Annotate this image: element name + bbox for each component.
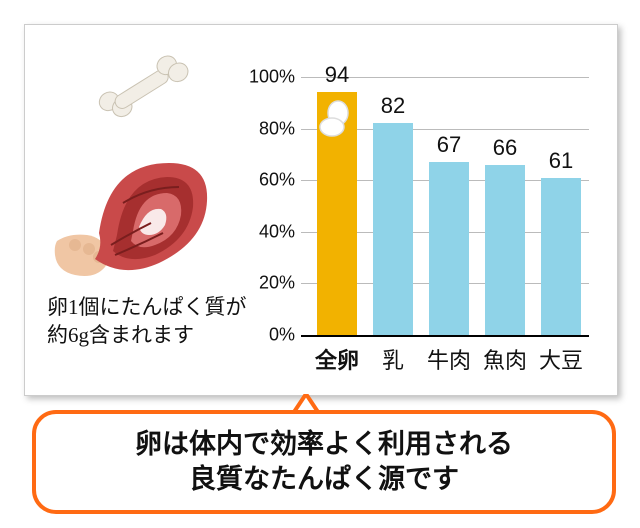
callout-text: 卵は体内で効率よく利用される良質なたんぱく源です (135, 427, 513, 497)
chart-plot-area: 0%20%40%60%80%100%94全卵82乳67牛肉66魚肉61大豆 (301, 77, 589, 337)
protein-bar-chart: 0%20%40%60%80%100%94全卵82乳67牛肉66魚肉61大豆 (245, 55, 601, 375)
muscle-bone-illustration (39, 39, 249, 289)
bar-category-label: 乳 (382, 343, 404, 375)
y-tick-label: 40% (259, 221, 295, 242)
egg-icon (317, 100, 357, 138)
bar-category-label: 全卵 (315, 343, 359, 375)
bar-value-label: 67 (437, 132, 461, 158)
highlight-callout: 卵は体内で効率よく利用される良質なたんぱく源です (32, 410, 616, 514)
y-tick-label: 100% (249, 67, 295, 88)
y-tick-label: 60% (259, 170, 295, 191)
muscle-arm-icon (39, 123, 229, 293)
illustration-caption: 卵1個にたんぱく質が約6g含まれます (47, 293, 247, 350)
bar-value-label: 66 (493, 135, 517, 161)
bar-value-label: 82 (381, 93, 405, 119)
bar-2: 67牛肉 (429, 162, 469, 335)
bar-value-label: 94 (325, 62, 349, 88)
y-tick-label: 0% (269, 325, 295, 346)
bar-category-label: 魚肉 (483, 343, 527, 375)
bar-3: 66魚肉 (485, 165, 525, 335)
bar-1: 82乳 (373, 123, 413, 335)
bar-value-label: 61 (549, 148, 573, 174)
bar-category-label: 大豆 (539, 343, 583, 375)
info-card: 卵1個にたんぱく質が約6g含まれます 0%20%40%60%80%100%94全… (24, 24, 618, 396)
bar-0: 94全卵 (317, 92, 357, 335)
y-tick-label: 80% (259, 118, 295, 139)
bar-4: 61大豆 (541, 178, 581, 335)
bar-category-label: 牛肉 (427, 343, 471, 375)
y-tick-label: 20% (259, 273, 295, 294)
